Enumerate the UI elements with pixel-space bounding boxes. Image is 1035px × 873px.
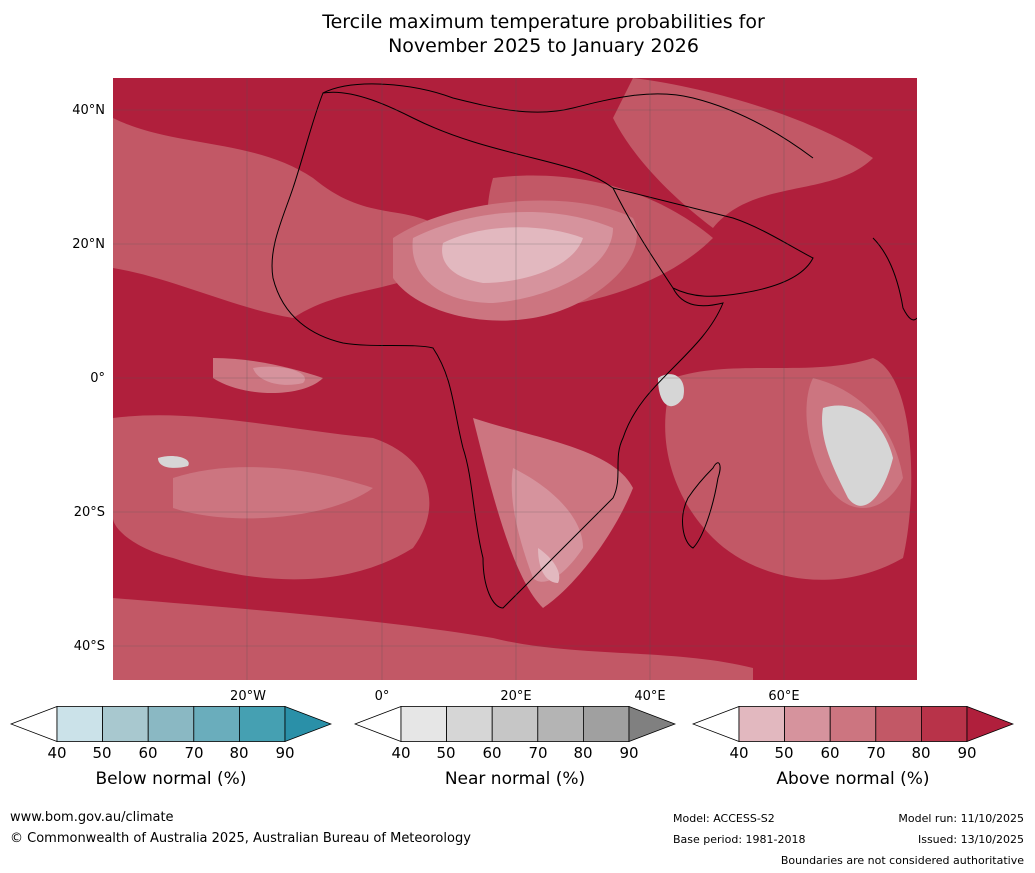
colorbar-segment	[102, 706, 149, 742]
tick: 80	[229, 744, 249, 762]
india-coastline	[872, 237, 918, 321]
footer-copyright: © Commonwealth of Australia 2025, Austra…	[10, 831, 471, 846]
colorbar-near-ticks: 40 50 60 70 80 90	[354, 744, 676, 764]
tick: 60	[138, 744, 158, 762]
lat-label-0: 0°	[90, 371, 105, 386]
tick: 40	[729, 744, 749, 762]
lat-label-20n: 20°N	[72, 237, 105, 252]
colorbar-below-label: Below normal (%)	[95, 769, 247, 789]
lon-label-60e: 60°E	[768, 689, 800, 704]
tick: 60	[820, 744, 840, 762]
colorbar-extend-high	[966, 705, 1015, 743]
colorbar-segment	[738, 706, 785, 742]
colorbar-near-normal	[353, 705, 677, 746]
tick: 90	[275, 744, 295, 762]
tick: 80	[573, 744, 593, 762]
colorbar-below-normal	[9, 705, 333, 746]
probability-map	[113, 78, 918, 680]
tick: 50	[774, 744, 794, 762]
colorbar-segment	[193, 706, 240, 742]
footer-url: www.bom.gov.au/climate	[10, 810, 174, 825]
footer-model: Model: ACCESS-S2	[673, 812, 775, 825]
madagascar-coastline	[682, 462, 721, 549]
tick: 70	[866, 744, 886, 762]
footer-model-run: Model run: 11/10/2025	[898, 812, 1024, 825]
tick: 50	[92, 744, 112, 762]
arabia-coastline	[612, 187, 814, 297]
tick: 40	[391, 744, 411, 762]
colorbar-segment	[56, 706, 103, 742]
tick: 50	[436, 744, 456, 762]
colorbar-above-ticks: 40 50 60 70 80 90	[692, 744, 1014, 764]
lat-label-20s: 20°S	[73, 505, 105, 520]
tick: 90	[957, 744, 977, 762]
map-title: Tercile maximum temperature probabilitie…	[0, 10, 1035, 58]
colorbar-extend-high	[284, 705, 333, 743]
colorbar-extend-low	[353, 705, 402, 743]
colorbar-above-label: Above normal (%)	[776, 769, 930, 789]
title-line-1: Tercile maximum temperature probabilitie…	[322, 11, 765, 33]
colorbar-segment	[920, 706, 968, 742]
colorbar-near-label: Near normal (%)	[444, 769, 586, 789]
lon-label-40e: 40°E	[634, 689, 666, 704]
footer-disclaimer: Boundaries are not considered authoritat…	[780, 854, 1024, 867]
tick: 60	[482, 744, 502, 762]
colorbar-extend-low	[691, 705, 740, 743]
lon-label-0: 0°	[374, 689, 390, 704]
colorbar-segment	[446, 706, 493, 742]
africa-coastline	[271, 91, 724, 609]
colorbar-above-normal	[691, 705, 1015, 746]
tick: 70	[528, 744, 548, 762]
colorbar-segment	[784, 706, 831, 742]
lat-label-40s: 40°S	[73, 639, 105, 654]
graticule	[113, 78, 917, 680]
tick: 40	[47, 744, 67, 762]
near-normal-patches	[158, 374, 893, 506]
colorbar-segment	[875, 706, 922, 742]
colorbar-extend-high	[628, 705, 677, 743]
lon-label-20e: 20°E	[500, 689, 532, 704]
lat-label-40n: 40°N	[72, 103, 105, 118]
title-line-2: November 2025 to January 2026	[388, 35, 699, 57]
colorbar-segment	[582, 706, 630, 742]
map-svg	[113, 78, 918, 680]
colorbar-extend-low	[9, 705, 58, 743]
tick: 80	[911, 744, 931, 762]
tick: 70	[184, 744, 204, 762]
colorbar-segment	[147, 706, 195, 742]
colorbar-segment	[537, 706, 584, 742]
lon-label-20w: 20°W	[230, 689, 266, 704]
colorbar-below-ticks: 40 50 60 70 80 90	[10, 744, 332, 764]
colorbar-segment	[829, 706, 877, 742]
colorbar-segment	[238, 706, 286, 742]
colorbar-segment	[491, 706, 539, 742]
footer-issued: Issued: 13/10/2025	[917, 833, 1024, 846]
footer-base-period: Base period: 1981-2018	[673, 833, 806, 846]
tick: 90	[619, 744, 639, 762]
probability-40-50-patches	[442, 227, 583, 583]
colorbar-segment	[400, 706, 447, 742]
